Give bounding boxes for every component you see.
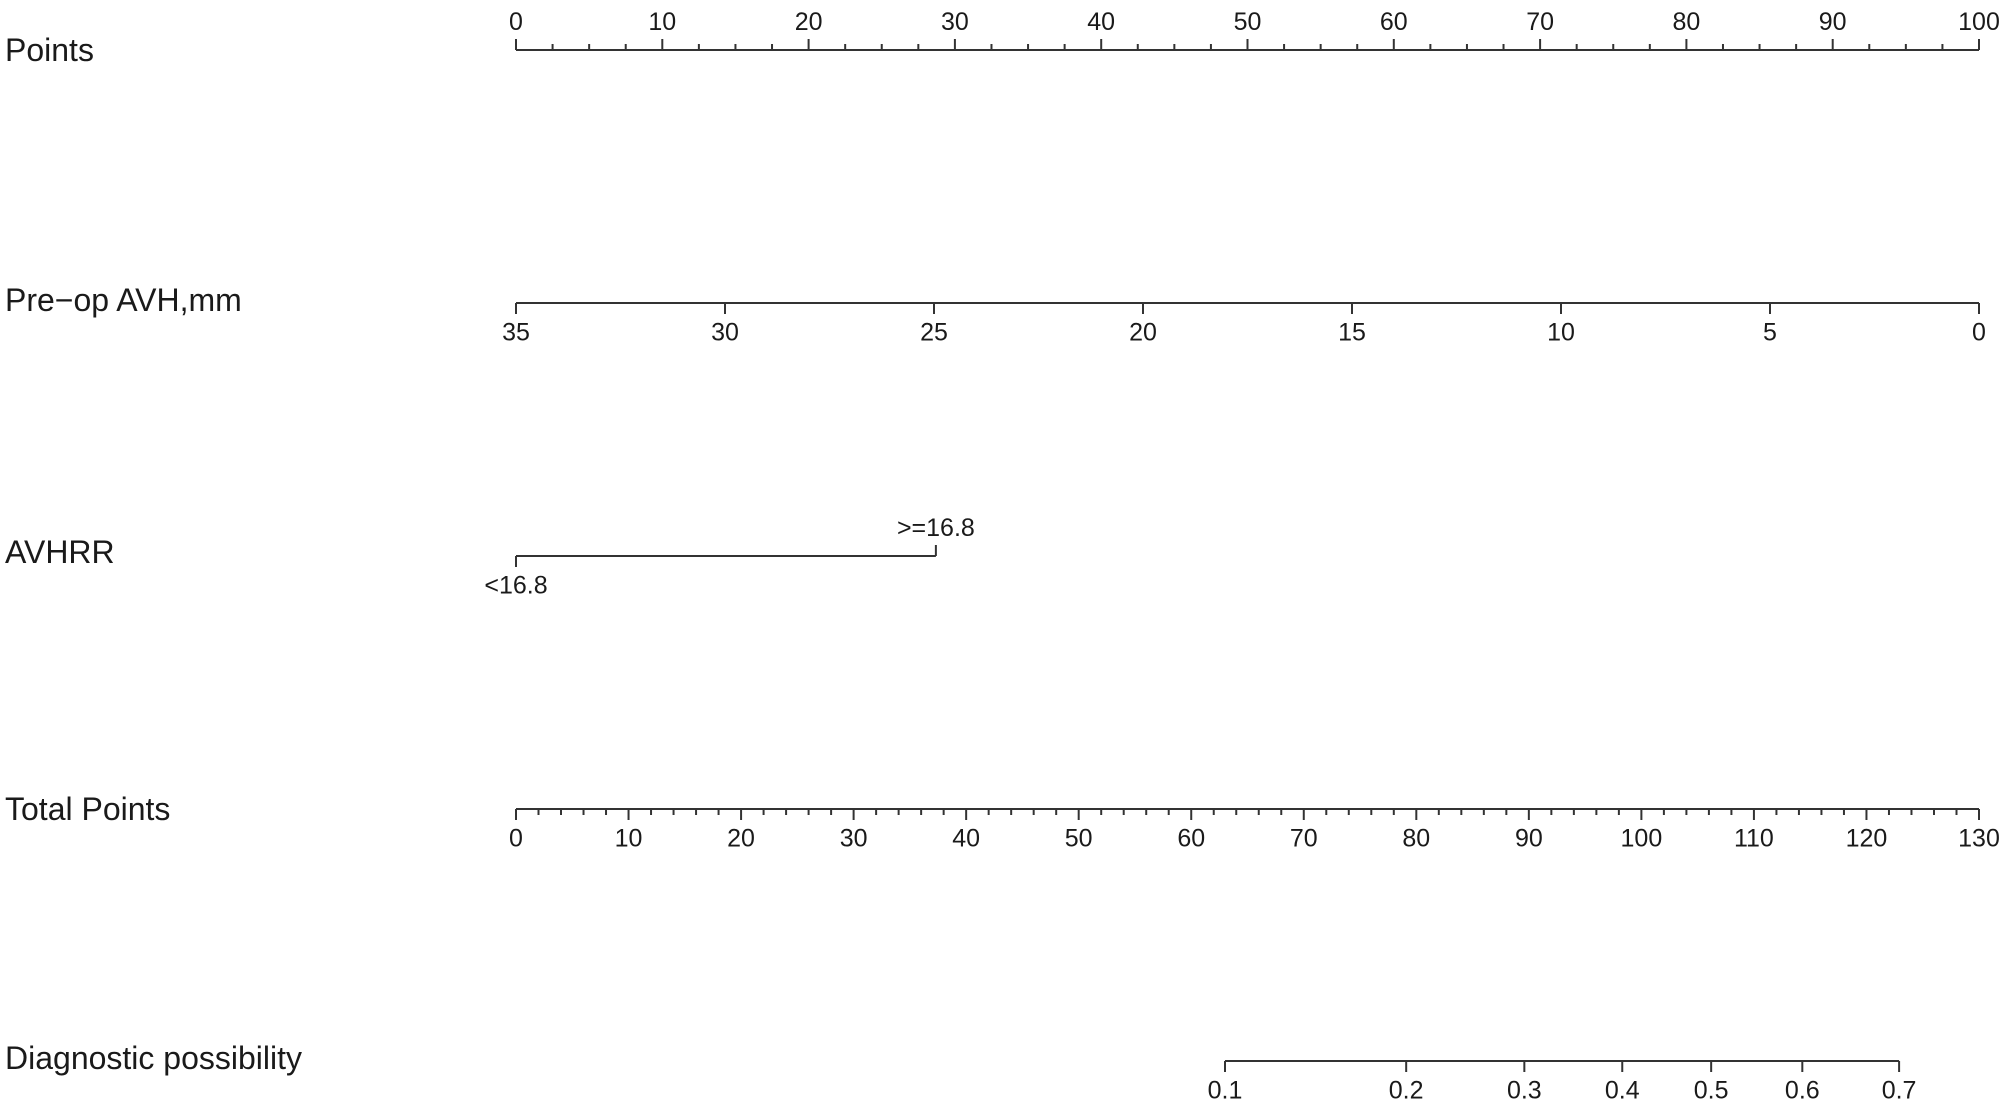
points-tick-label: 20: [795, 8, 823, 36]
points-tick-label: 40: [1087, 8, 1115, 36]
points-tick-label: 0: [509, 8, 523, 36]
points-axis-label: Points: [5, 32, 94, 68]
total-points-tick-label: 30: [840, 825, 868, 853]
diagnostic-possibility-tick-label: 0.3: [1507, 1077, 1542, 1105]
avhrr-category-label: >=16.8: [897, 514, 975, 542]
points-tick-label: 90: [1819, 8, 1847, 36]
diagnostic-possibility-tick-label: 0.4: [1605, 1077, 1640, 1105]
total-points-tick-label: 0: [509, 825, 523, 853]
diagnostic-possibility-axis-label: Diagnostic possibility: [5, 1040, 302, 1076]
total-points-tick-label: 80: [1402, 825, 1430, 853]
points-tick-label: 60: [1380, 8, 1408, 36]
total-points-tick-label: 50: [1065, 825, 1093, 853]
pre-op-avh-axis-label: Pre−op AVH,mm: [5, 282, 242, 318]
total-points-axis-label: Total Points: [5, 791, 170, 827]
total-points-tick-label: 10: [615, 825, 643, 853]
diagnostic-possibility-tick-label: 0.1: [1208, 1077, 1243, 1105]
pre-op-avh-tick-label: 5: [1763, 319, 1777, 347]
pre-op-avh-tick-label: 10: [1547, 319, 1575, 347]
total-points-tick-label: 110: [1734, 825, 1774, 853]
pre-op-avh-tick-label: 20: [1129, 319, 1157, 347]
points-tick-label: 100: [1958, 8, 2000, 36]
diagnostic-possibility-tick-label: 0.2: [1389, 1077, 1424, 1105]
points-tick-label: 70: [1526, 8, 1554, 36]
pre-op-avh-tick-label: 35: [502, 319, 530, 347]
total-points-tick-label: 20: [727, 825, 755, 853]
total-points-tick-label: 130: [1958, 825, 2000, 853]
total-points-tick-label: 120: [1846, 825, 1888, 853]
avhrr-category-label: <16.8: [484, 572, 547, 600]
pre-op-avh-tick-label: 15: [1338, 319, 1366, 347]
diagnostic-possibility-tick-label: 0.7: [1882, 1077, 1917, 1105]
points-tick-label: 30: [941, 8, 969, 36]
points-tick-label: 80: [1672, 8, 1700, 36]
points-tick-label: 50: [1234, 8, 1262, 36]
diagnostic-possibility-tick-label: 0.5: [1694, 1077, 1729, 1105]
total-points-tick-label: 90: [1515, 825, 1543, 853]
pre-op-avh-tick-label: 0: [1972, 319, 1986, 347]
total-points-tick-label: 40: [952, 825, 980, 853]
diagnostic-possibility-tick-label: 0.6: [1785, 1077, 1820, 1105]
total-points-tick-label: 70: [1290, 825, 1318, 853]
pre-op-avh-tick-label: 25: [920, 319, 948, 347]
pre-op-avh-tick-label: 30: [711, 319, 739, 347]
total-points-tick-label: 60: [1177, 825, 1205, 853]
points-tick-label: 10: [648, 8, 676, 36]
avhrr-axis-label: AVHRR: [5, 534, 115, 570]
total-points-tick-label: 100: [1621, 825, 1663, 853]
